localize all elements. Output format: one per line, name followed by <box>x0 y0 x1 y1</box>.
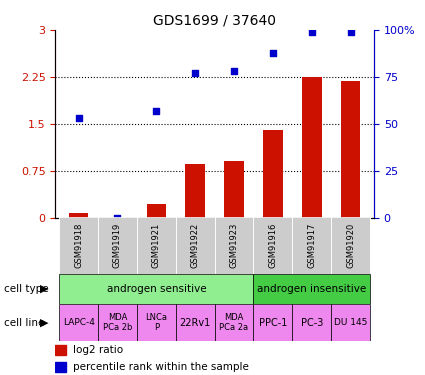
Text: ▶: ▶ <box>40 284 49 294</box>
Title: GDS1699 / 37640: GDS1699 / 37640 <box>153 13 276 27</box>
Point <box>269 50 276 55</box>
Point <box>75 115 82 121</box>
Bar <box>185 164 205 218</box>
FancyBboxPatch shape <box>176 217 215 274</box>
Bar <box>224 161 244 218</box>
FancyBboxPatch shape <box>292 217 331 274</box>
Text: GSM91919: GSM91919 <box>113 223 122 268</box>
Bar <box>55 345 66 355</box>
Text: 22Rv1: 22Rv1 <box>180 318 211 327</box>
Bar <box>263 130 283 218</box>
Text: GSM91923: GSM91923 <box>230 223 238 268</box>
FancyBboxPatch shape <box>292 304 331 341</box>
Text: percentile rank within the sample: percentile rank within the sample <box>73 362 249 372</box>
Text: cell line: cell line <box>4 318 45 327</box>
FancyBboxPatch shape <box>331 217 370 274</box>
FancyBboxPatch shape <box>98 217 137 274</box>
Point <box>231 68 238 74</box>
Bar <box>302 77 322 218</box>
Text: GSM91921: GSM91921 <box>152 223 161 268</box>
Text: MDA
PCa 2b: MDA PCa 2b <box>103 313 132 332</box>
Text: GSM91920: GSM91920 <box>346 223 355 268</box>
Text: MDA
PCa 2a: MDA PCa 2a <box>219 313 249 332</box>
Text: LNCa
P: LNCa P <box>145 313 167 332</box>
FancyBboxPatch shape <box>98 304 137 341</box>
FancyBboxPatch shape <box>59 304 98 341</box>
FancyBboxPatch shape <box>59 274 253 304</box>
Text: log2 ratio: log2 ratio <box>73 345 123 355</box>
FancyBboxPatch shape <box>137 217 176 274</box>
FancyBboxPatch shape <box>59 217 98 274</box>
FancyBboxPatch shape <box>253 304 292 341</box>
Bar <box>341 81 360 218</box>
Bar <box>69 213 88 217</box>
Text: DU 145: DU 145 <box>334 318 367 327</box>
Point <box>153 108 160 114</box>
FancyBboxPatch shape <box>331 304 370 341</box>
Text: androgen insensitive: androgen insensitive <box>257 284 366 294</box>
Text: cell type: cell type <box>4 284 49 294</box>
Point <box>309 29 315 35</box>
FancyBboxPatch shape <box>215 217 253 274</box>
Text: GSM91922: GSM91922 <box>191 223 200 268</box>
Point <box>114 214 121 220</box>
FancyBboxPatch shape <box>253 274 370 304</box>
Text: androgen sensitive: androgen sensitive <box>107 284 206 294</box>
Text: GSM91916: GSM91916 <box>269 223 278 268</box>
FancyBboxPatch shape <box>137 304 176 341</box>
Bar <box>147 204 166 218</box>
Text: PPC-1: PPC-1 <box>259 318 287 327</box>
Text: PC-3: PC-3 <box>300 318 323 327</box>
Text: ▶: ▶ <box>40 318 49 327</box>
FancyBboxPatch shape <box>176 304 215 341</box>
FancyBboxPatch shape <box>215 304 253 341</box>
Point <box>192 70 198 76</box>
Text: GSM91918: GSM91918 <box>74 223 83 268</box>
Bar <box>55 362 66 372</box>
Point <box>347 29 354 35</box>
Text: GSM91917: GSM91917 <box>307 223 316 268</box>
FancyBboxPatch shape <box>253 217 292 274</box>
Text: LAPC-4: LAPC-4 <box>62 318 94 327</box>
